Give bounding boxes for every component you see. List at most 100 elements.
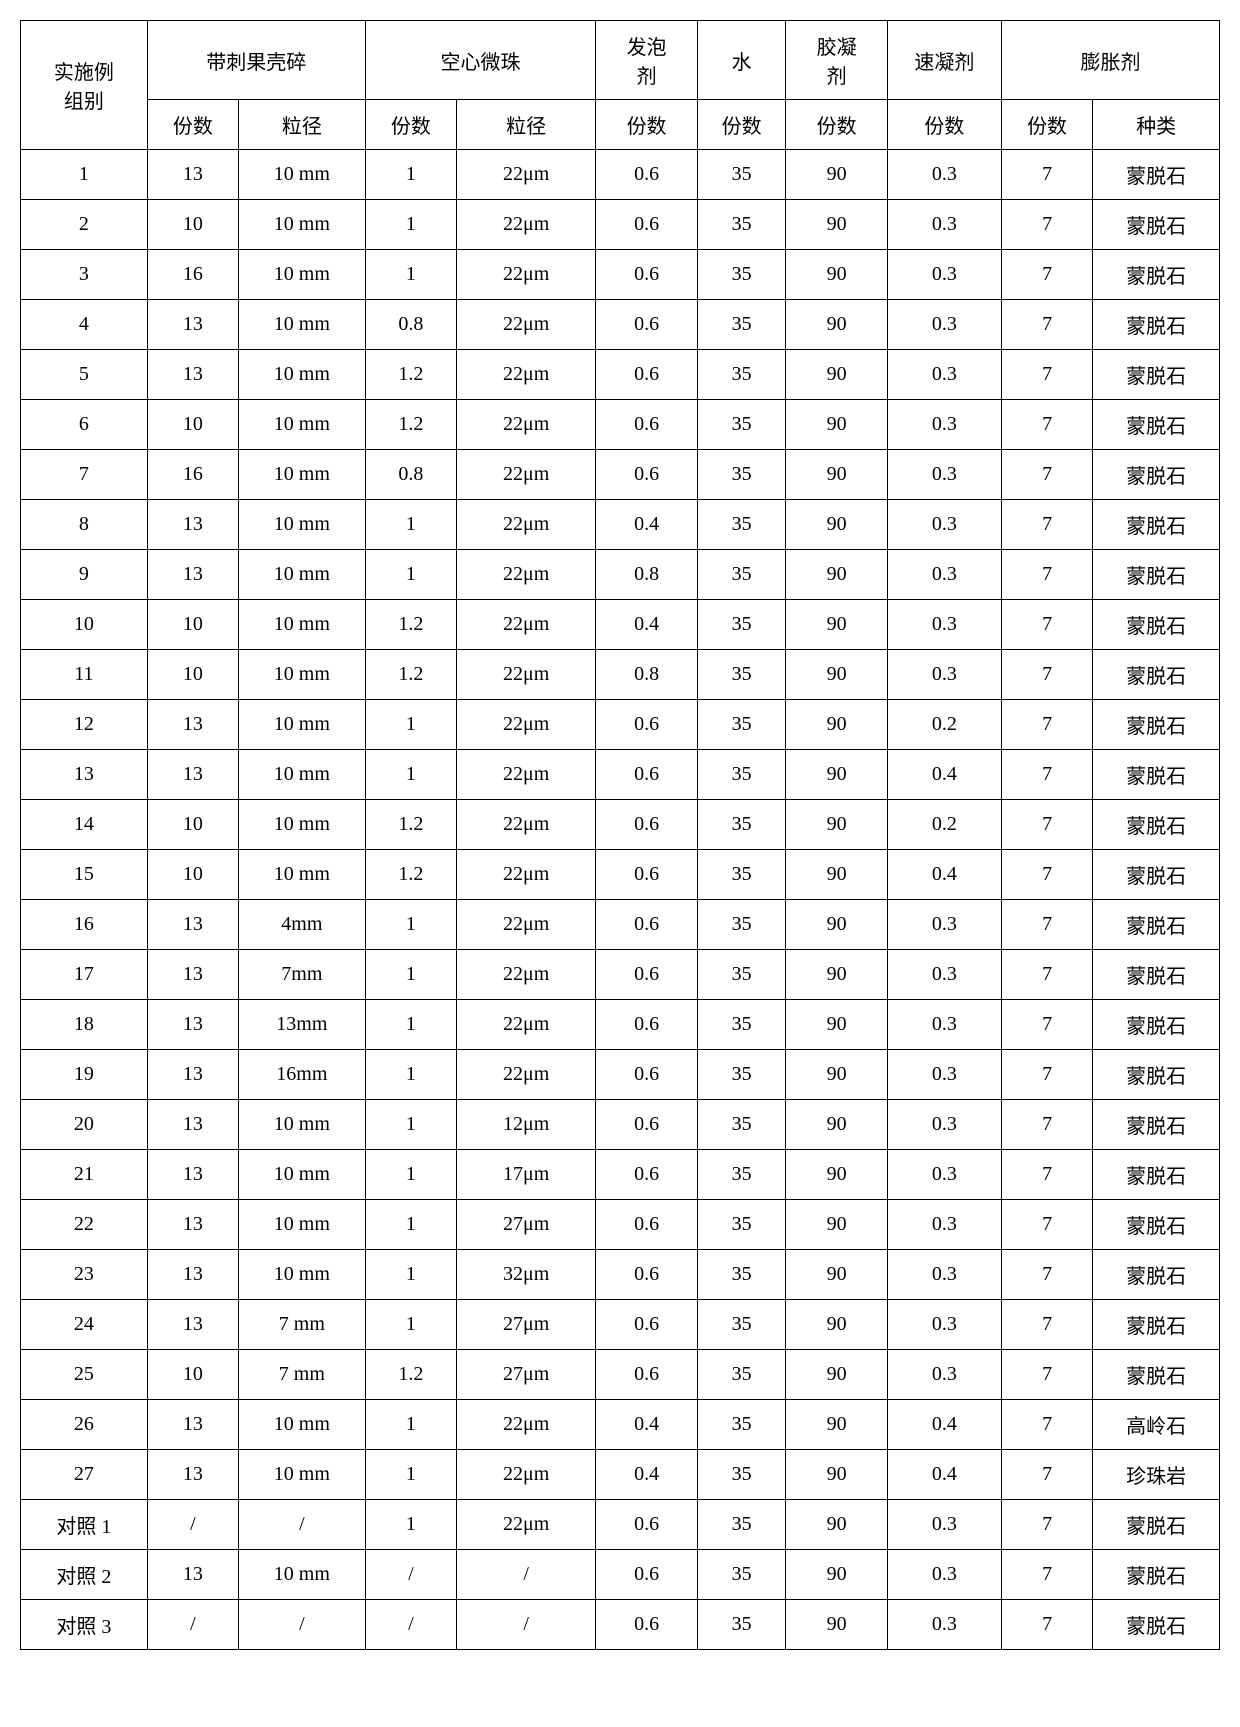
table-cell: 35 [697, 1400, 786, 1450]
table-cell: 7 [1001, 350, 1092, 400]
table-cell: 对照 2 [21, 1550, 148, 1600]
header-accelerator: 速凝剂 [887, 21, 1001, 100]
table-cell: 10 mm [238, 1400, 365, 1450]
table-cell: 7 [21, 450, 148, 500]
table-cell: 90 [786, 1250, 887, 1300]
table-cell: 7 mm [238, 1300, 365, 1350]
table-cell: 0.3 [887, 450, 1001, 500]
table-cell: 35 [697, 800, 786, 850]
table-cell: 10 [147, 850, 238, 900]
table-cell: 0.8 [365, 300, 456, 350]
table-cell: 7 [1001, 850, 1092, 900]
table-cell: 27μm [456, 1350, 595, 1400]
table-cell: 10 mm [238, 800, 365, 850]
table-cell: 10 mm [238, 750, 365, 800]
table-cell: 7mm [238, 950, 365, 1000]
table-cell: 1.2 [365, 600, 456, 650]
table-cell: 90 [786, 850, 887, 900]
table-cell: / [238, 1500, 365, 1550]
table-cell: 35 [697, 250, 786, 300]
table-row: 61010 mm1.222μm0.635900.37蒙脱石 [21, 400, 1220, 450]
table-cell: 16 [21, 900, 148, 950]
table-cell: 0.6 [596, 250, 697, 300]
table-cell: 7 [1001, 1450, 1092, 1500]
table-cell: 1 [365, 1300, 456, 1350]
table-cell: 0.3 [887, 350, 1001, 400]
table-cell: 24 [21, 1300, 148, 1350]
header-gel: 胶凝 剂 [786, 21, 887, 100]
table-cell: 22μm [456, 1500, 595, 1550]
table-row: 对照 3////0.635900.37蒙脱石 [21, 1600, 1220, 1650]
table-cell: 1 [365, 1100, 456, 1150]
table-cell: 35 [697, 450, 786, 500]
table-cell: 蒙脱石 [1093, 750, 1220, 800]
table-cell: 蒙脱石 [1093, 1300, 1220, 1350]
table-cell: / [147, 1600, 238, 1650]
table-cell: 13 [147, 1300, 238, 1350]
table-cell: 22μm [456, 350, 595, 400]
table-cell: 10 [147, 400, 238, 450]
table-cell: 22μm [456, 800, 595, 850]
table-cell: 7 [1001, 1500, 1092, 1550]
table-cell: 蒙脱石 [1093, 150, 1220, 200]
table-cell: 0.3 [887, 1050, 1001, 1100]
table-cell: 35 [697, 300, 786, 350]
table-cell: 22μm [456, 900, 595, 950]
table-cell: 35 [697, 1100, 786, 1150]
table-cell: 13 [147, 550, 238, 600]
table-cell: 蒙脱石 [1093, 800, 1220, 850]
table-cell: 22 [21, 1200, 148, 1250]
table-cell: 13 [147, 350, 238, 400]
table-cell: 35 [697, 550, 786, 600]
table-row: 21010 mm122μm0.635900.37蒙脱石 [21, 200, 1220, 250]
table-cell: 22μm [456, 700, 595, 750]
table-cell: 16 [147, 250, 238, 300]
table-cell: 13mm [238, 1000, 365, 1050]
table-cell: 6 [21, 400, 148, 450]
table-cell: 35 [697, 200, 786, 250]
table-cell: 13 [147, 750, 238, 800]
table-cell: 1 [365, 1500, 456, 1550]
table-cell: 0.3 [887, 250, 1001, 300]
subheader-parts: 份数 [147, 100, 238, 150]
table-cell: 90 [786, 350, 887, 400]
table-cell: 90 [786, 200, 887, 250]
table-cell: 1.2 [365, 400, 456, 450]
table-row: 211310 mm117μm0.635900.37蒙脱石 [21, 1150, 1220, 1200]
table-cell: 13 [147, 1450, 238, 1500]
table-cell: 0.6 [596, 1550, 697, 1600]
table-cell: 7 [1001, 250, 1092, 300]
table-cell: 蒙脱石 [1093, 650, 1220, 700]
table-cell: 蒙脱石 [1093, 1200, 1220, 1250]
table-cell: 0.4 [887, 750, 1001, 800]
table-cell: 13 [147, 150, 238, 200]
table-cell: 22μm [456, 550, 595, 600]
table-cell: 35 [697, 1000, 786, 1050]
table-cell: 7 [1001, 1600, 1092, 1650]
table-row: 261310 mm122μm0.435900.47高岭石 [21, 1400, 1220, 1450]
table-cell: 22μm [456, 300, 595, 350]
table-cell: 35 [697, 950, 786, 1000]
table-cell: 7 [1001, 700, 1092, 750]
table-row: 25107 mm1.227μm0.635900.37蒙脱石 [21, 1350, 1220, 1400]
table-cell: 10 [147, 1350, 238, 1400]
table-cell: 7 [1001, 1100, 1092, 1150]
table-cell: 10 mm [238, 450, 365, 500]
table-header: 实施例 组别 带刺果壳碎 空心微珠 发泡 剂 水 胶凝 剂 速凝剂 膨胀剂 份数… [21, 21, 1220, 150]
table-cell: 90 [786, 1150, 887, 1200]
header-foaming: 发泡 剂 [596, 21, 697, 100]
table-cell: 0.8 [596, 650, 697, 700]
table-cell: 35 [697, 750, 786, 800]
table-cell: 1 [365, 500, 456, 550]
table-row: 201310 mm112μm0.635900.37蒙脱石 [21, 1100, 1220, 1150]
table-cell: 12μm [456, 1100, 595, 1150]
table-cell: 13 [147, 500, 238, 550]
table-cell: 蒙脱石 [1093, 1500, 1220, 1550]
table-cell: 35 [697, 1200, 786, 1250]
table-cell: 蒙脱石 [1093, 1550, 1220, 1600]
table-cell: 90 [786, 1050, 887, 1100]
table-cell: 22μm [456, 150, 595, 200]
table-cell: 90 [786, 1350, 887, 1400]
table-cell: 7 [1001, 1050, 1092, 1100]
table-cell: 7 [1001, 150, 1092, 200]
